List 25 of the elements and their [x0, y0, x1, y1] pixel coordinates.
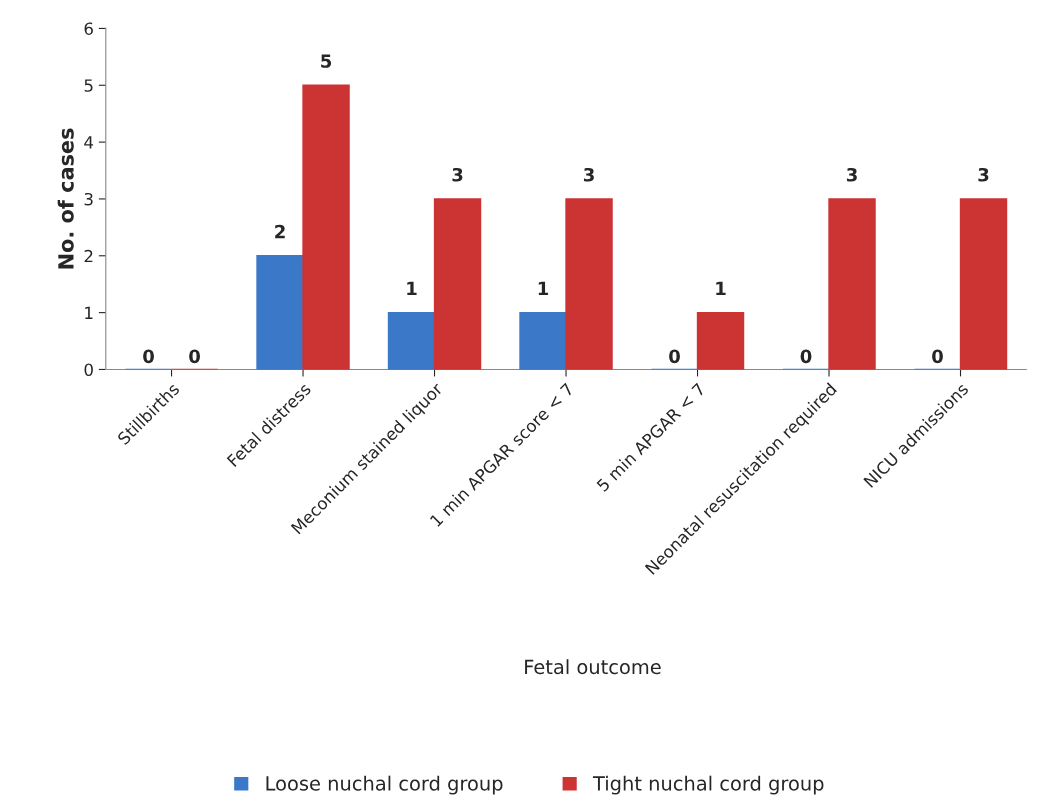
data-label: 3: [583, 167, 594, 182]
x-axis-title: Fetal outcome: [525, 659, 661, 675]
legend-label: Loose nuchal cord group: [266, 775, 503, 795]
data-label: 0: [189, 349, 200, 364]
data-label: 0: [143, 349, 154, 364]
y-tick-label: 6: [84, 22, 93, 35]
y-tick-label: 4: [84, 136, 94, 149]
y-tick-label: 1: [85, 306, 93, 319]
legend-label: Tight nuchal cord group: [592, 775, 824, 795]
y-axis-title: No. of cases: [57, 128, 74, 269]
data-label: 1: [716, 281, 726, 295]
data-label: 5: [321, 54, 332, 68]
data-label: 0: [932, 349, 943, 364]
data-label: 1: [407, 281, 417, 295]
y-tick-label: 2: [84, 249, 93, 263]
y-tick-label: 5: [84, 79, 93, 92]
data-label: 3: [846, 167, 857, 182]
data-label: 0: [669, 349, 680, 364]
data-label: 2: [275, 224, 285, 239]
data-label: 1: [538, 281, 549, 295]
y-tick-label: 3: [84, 192, 93, 206]
data-label: 0: [800, 349, 812, 364]
data-label: 3: [452, 167, 463, 182]
y-tick-label: 0: [84, 363, 93, 377]
data-label: 3: [978, 167, 989, 182]
